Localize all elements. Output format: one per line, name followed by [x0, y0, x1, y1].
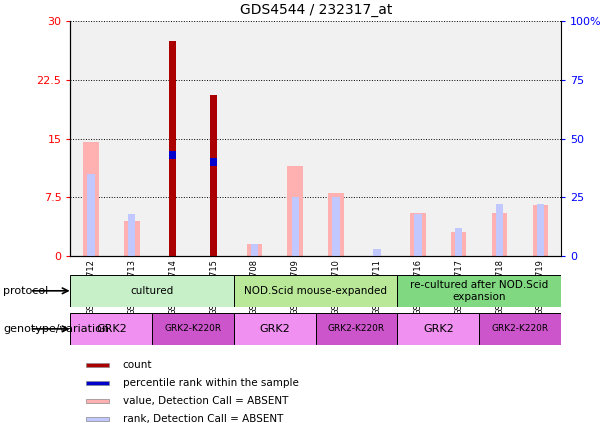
Bar — [410, 213, 425, 256]
Bar — [234, 313, 316, 345]
Bar — [70, 275, 234, 307]
Text: re-cultured after NOD.Scid
expansion: re-cultured after NOD.Scid expansion — [410, 280, 548, 302]
Bar — [316, 313, 397, 345]
Bar — [86, 363, 109, 367]
Bar — [520, 21, 561, 256]
Bar — [70, 21, 112, 256]
Text: cultured: cultured — [131, 286, 174, 296]
Text: GRK2-K220R: GRK2-K220R — [328, 324, 385, 333]
Text: percentile rank within the sample: percentile rank within the sample — [123, 378, 299, 388]
Text: GRK2-K220R: GRK2-K220R — [164, 324, 222, 333]
Bar — [479, 21, 520, 256]
Bar — [332, 197, 340, 256]
Title: GDS4544 / 232317_at: GDS4544 / 232317_at — [240, 3, 392, 17]
Bar — [193, 21, 234, 256]
Bar — [329, 193, 344, 256]
Bar — [86, 381, 109, 385]
Bar — [152, 313, 234, 345]
Bar — [451, 233, 466, 256]
Text: NOD.Scid mouse-expanded: NOD.Scid mouse-expanded — [244, 286, 387, 296]
Text: count: count — [123, 360, 152, 370]
Bar — [397, 275, 561, 307]
Bar — [397, 21, 438, 256]
Bar — [397, 313, 479, 345]
Bar — [357, 21, 397, 256]
Bar — [83, 143, 99, 256]
Bar — [86, 417, 109, 420]
Text: rank, Detection Call = ABSENT: rank, Detection Call = ABSENT — [123, 414, 283, 423]
Bar — [414, 214, 422, 256]
Bar — [70, 313, 152, 345]
Text: protocol: protocol — [3, 286, 48, 296]
Text: value, Detection Call = ABSENT: value, Detection Call = ABSENT — [123, 396, 288, 406]
Bar — [87, 174, 94, 256]
Bar — [287, 166, 303, 256]
Bar — [496, 204, 503, 256]
Bar — [112, 21, 152, 256]
Bar — [373, 249, 381, 256]
Bar — [169, 151, 177, 159]
Bar — [169, 41, 177, 256]
Bar — [492, 213, 508, 256]
Bar — [124, 221, 140, 256]
Text: GRK2-K220R: GRK2-K220R — [492, 324, 549, 333]
Bar — [479, 313, 561, 345]
Bar — [438, 21, 479, 256]
Text: GRK2: GRK2 — [259, 324, 290, 334]
Bar — [246, 244, 262, 256]
Bar — [251, 244, 258, 256]
Bar — [86, 399, 109, 403]
Text: GRK2: GRK2 — [96, 324, 127, 334]
Bar — [455, 228, 462, 256]
Bar — [128, 214, 135, 256]
Bar — [152, 21, 193, 256]
Bar — [210, 96, 217, 256]
Bar — [234, 21, 275, 256]
Bar — [234, 275, 397, 307]
Bar — [537, 204, 544, 256]
Bar — [316, 21, 357, 256]
Bar — [533, 205, 548, 256]
Bar — [292, 197, 299, 256]
Bar — [210, 158, 217, 166]
Bar — [275, 21, 316, 256]
Text: genotype/variation: genotype/variation — [3, 324, 109, 334]
Text: GRK2: GRK2 — [423, 324, 454, 334]
